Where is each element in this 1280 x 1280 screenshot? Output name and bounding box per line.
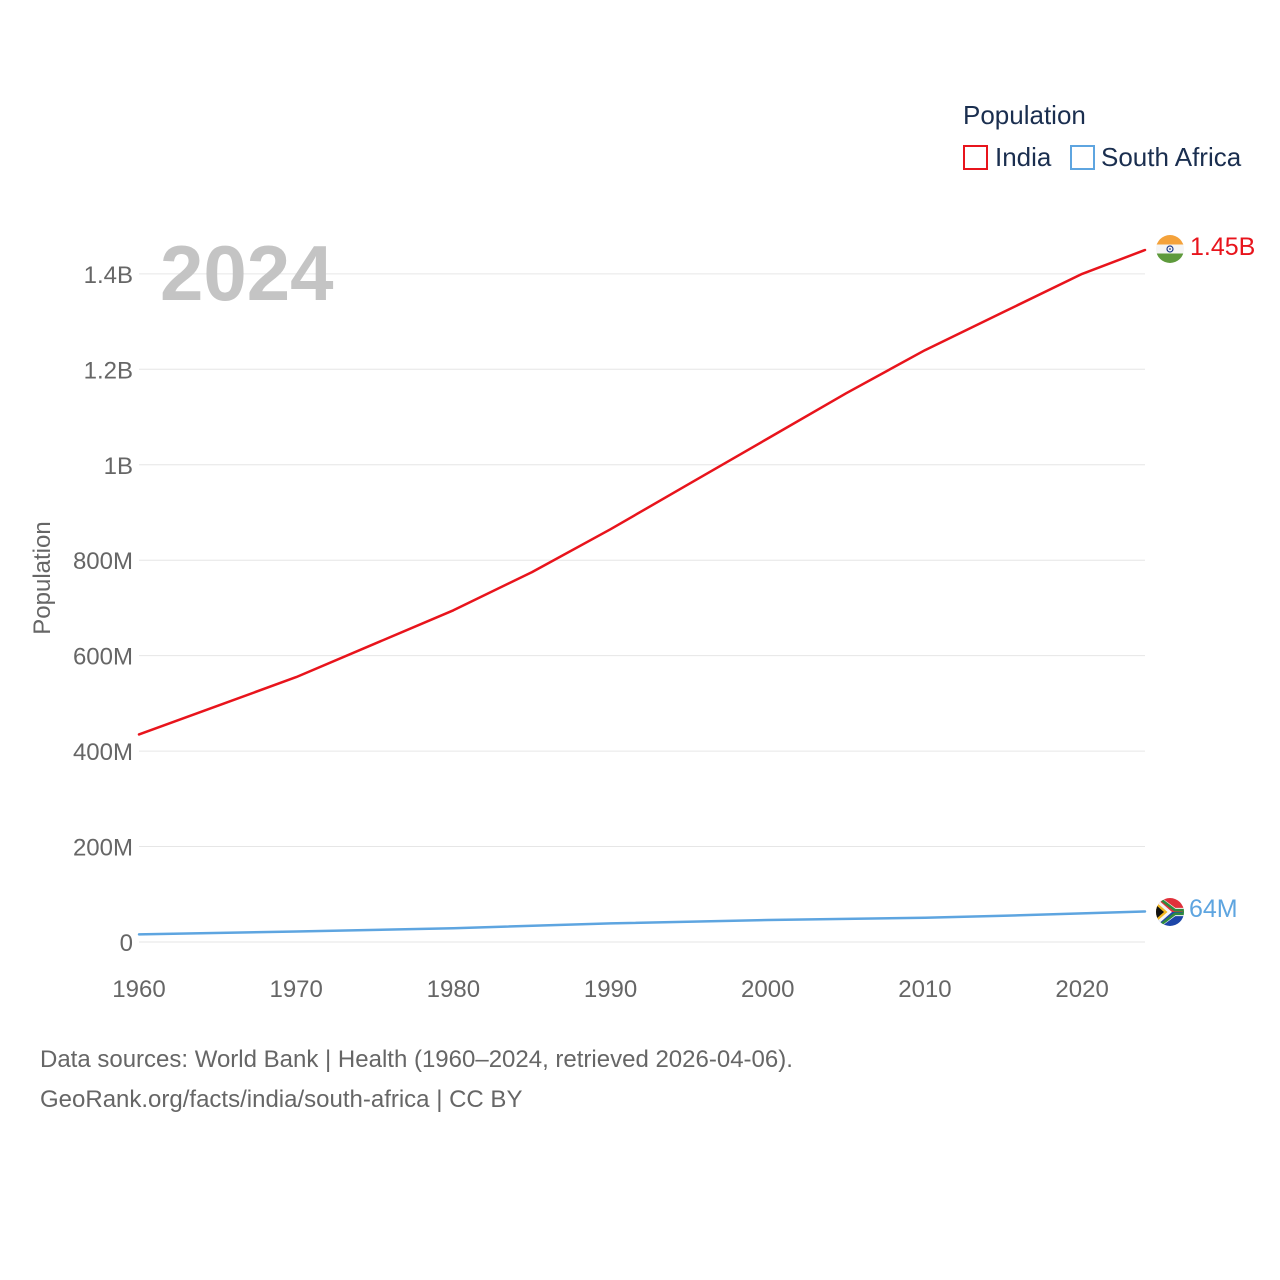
y-tick-label: 800M: [73, 548, 133, 575]
legend-label-south-africa: South Africa: [1101, 142, 1242, 172]
legend[interactable]: Population India South Africa: [963, 100, 1242, 172]
y-axis-ticks: 0 200M 400M 600M 800M 1B 1.2B 1.4B: [73, 262, 133, 957]
year-label: 2024: [160, 229, 334, 317]
south-africa-flag-icon: [1156, 898, 1184, 926]
footer: Data sources: World Bank | Health (1960–…: [40, 1040, 793, 1120]
legend-item-india[interactable]: India: [963, 142, 1052, 172]
grid-lines: [139, 273, 1145, 943]
x-tick-label: 2000: [741, 976, 794, 1003]
footer-sources: Data sources: World Bank | Health (1960–…: [40, 1046, 793, 1073]
legend-swatch-india: [963, 145, 988, 170]
y-tick-label: 600M: [73, 644, 133, 671]
x-tick-label: 2010: [898, 976, 951, 1003]
series-line-india: [137, 248, 1147, 736]
legend-title: Population: [963, 100, 1086, 130]
y-tick-label: 0: [120, 930, 133, 957]
legend-label-india: India: [995, 142, 1052, 172]
x-tick-label: 1980: [427, 976, 480, 1003]
x-axis-ticks: 1960 1970 1980 1990 2000 2010 2020: [112, 976, 1109, 1003]
y-axis-title: Population: [29, 521, 56, 634]
y-tick-label: 200M: [73, 835, 133, 862]
footer-attribution: GeoRank.org/facts/india/south-africa | C…: [40, 1086, 523, 1113]
series-lines: [137, 248, 1147, 936]
end-label-india: 1.45B: [1190, 233, 1255, 261]
legend-swatch-south-africa: [1070, 145, 1095, 170]
y-tick-label: 400M: [73, 739, 133, 766]
x-tick-label: 1960: [112, 976, 165, 1003]
legend-item-south-africa[interactable]: South Africa: [1070, 142, 1242, 172]
y-tick-label: 1.4B: [84, 262, 133, 289]
x-tick-label: 2020: [1055, 976, 1108, 1003]
series-line-south-africa: [137, 910, 1147, 936]
end-label-south-africa: 64M: [1189, 895, 1238, 923]
x-tick-label: 1990: [584, 976, 637, 1003]
y-tick-label: 1B: [104, 453, 133, 480]
x-tick-label: 1970: [269, 976, 322, 1003]
india-flag-icon: [1156, 235, 1184, 263]
y-tick-label: 1.2B: [84, 357, 133, 384]
